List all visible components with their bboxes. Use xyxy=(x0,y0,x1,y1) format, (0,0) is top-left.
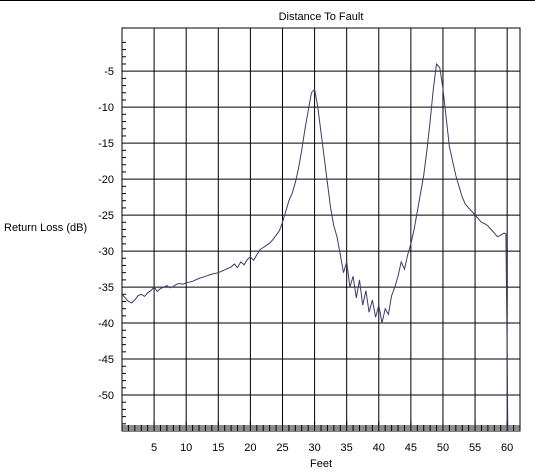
x-tick-label: 40 xyxy=(373,442,385,454)
plot-frame xyxy=(121,27,521,432)
y-tick-label: -45 xyxy=(98,354,114,366)
x-tick-label: 45 xyxy=(405,442,417,454)
y-tick-label: -25 xyxy=(98,210,114,222)
y-tick-label: -35 xyxy=(98,282,114,294)
y-tick-label: -20 xyxy=(98,174,114,186)
x-tick-label: 30 xyxy=(308,442,320,454)
series-line-0 xyxy=(121,62,509,432)
y-tick-label: -10 xyxy=(98,102,114,114)
y-tick-label: -40 xyxy=(98,318,114,330)
x-tick-label: 60 xyxy=(501,442,513,454)
y-tick-label: -15 xyxy=(98,138,114,150)
y-tick-label: -50 xyxy=(98,390,114,402)
x-tick-label: 20 xyxy=(244,442,256,454)
x-tick-label: 5 xyxy=(151,442,157,454)
x-tick-label: 10 xyxy=(180,442,192,454)
x-tick-label: 25 xyxy=(276,442,288,454)
y-axis-label: Return Loss (dB) xyxy=(4,222,87,234)
chart-title: Distance To Fault xyxy=(279,11,364,23)
x-tick-label: 35 xyxy=(341,442,353,454)
x-tick-label: 50 xyxy=(437,442,449,454)
y-tick-label: -30 xyxy=(98,246,114,258)
top-rule xyxy=(0,0,535,1)
x-tick-label: 15 xyxy=(212,442,224,454)
x-axis-label: Feet xyxy=(310,458,332,470)
x-tick-label: 55 xyxy=(469,442,481,454)
y-tick-label: -5 xyxy=(104,66,114,78)
